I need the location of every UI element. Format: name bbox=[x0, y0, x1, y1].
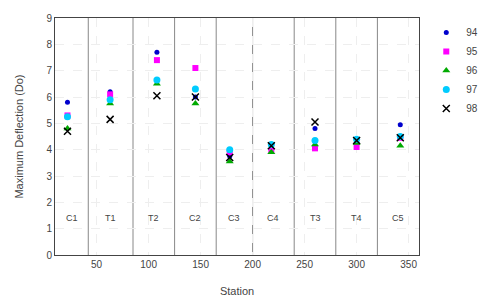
svg-text:C5: C5 bbox=[392, 213, 404, 223]
svg-text:Station: Station bbox=[220, 285, 254, 297]
svg-text:3: 3 bbox=[46, 171, 52, 182]
svg-text:50: 50 bbox=[91, 259, 103, 270]
svg-text:4: 4 bbox=[46, 144, 52, 155]
svg-text:T2: T2 bbox=[148, 213, 159, 223]
svg-text:150: 150 bbox=[192, 259, 209, 270]
svg-text:1: 1 bbox=[46, 223, 52, 234]
svg-text:8: 8 bbox=[46, 39, 52, 50]
svg-text:95: 95 bbox=[466, 46, 478, 57]
svg-text:5: 5 bbox=[46, 118, 52, 129]
svg-text:7: 7 bbox=[46, 65, 52, 76]
svg-text:C3: C3 bbox=[228, 213, 240, 223]
svg-text:C1: C1 bbox=[66, 213, 78, 223]
svg-text:96: 96 bbox=[466, 65, 478, 76]
svg-text:T1: T1 bbox=[105, 213, 116, 223]
svg-text:T4: T4 bbox=[351, 213, 362, 223]
svg-text:0: 0 bbox=[46, 250, 52, 261]
svg-text:6: 6 bbox=[46, 92, 52, 103]
svg-text:9: 9 bbox=[46, 13, 52, 24]
svg-text:100: 100 bbox=[140, 259, 157, 270]
svg-text:97: 97 bbox=[466, 84, 478, 95]
svg-text:Maximum Deflection (Do): Maximum Deflection (Do) bbox=[13, 74, 25, 198]
svg-text:C2: C2 bbox=[189, 213, 201, 223]
svg-text:200: 200 bbox=[244, 259, 261, 270]
svg-text:300: 300 bbox=[348, 259, 365, 270]
svg-text:2: 2 bbox=[46, 197, 52, 208]
svg-text:T3: T3 bbox=[310, 213, 321, 223]
svg-text:94: 94 bbox=[466, 27, 478, 38]
svg-text:250: 250 bbox=[296, 259, 313, 270]
svg-text:98: 98 bbox=[466, 103, 478, 114]
svg-text:350: 350 bbox=[400, 259, 417, 270]
svg-text:C4: C4 bbox=[267, 213, 279, 223]
